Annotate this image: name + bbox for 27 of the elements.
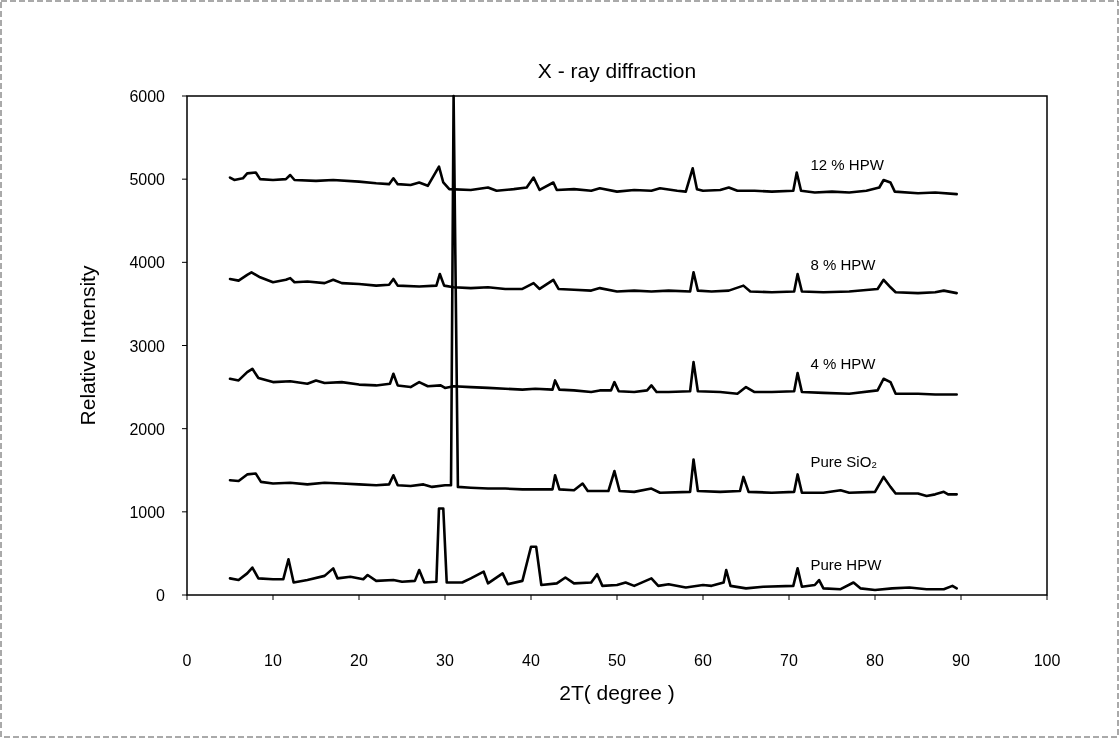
y-tick-label: 3000 bbox=[129, 337, 166, 355]
y-tick-label: 4000 bbox=[129, 254, 166, 272]
series-label: 4 % HPW bbox=[810, 354, 877, 372]
series-label: 8 % HPW bbox=[810, 255, 877, 273]
y-tick-label: 1000 bbox=[129, 503, 166, 521]
series-label: Pure SiO₂ bbox=[810, 452, 878, 470]
x-tick-label: 70 bbox=[780, 652, 798, 669]
series-label: Pure HPW bbox=[810, 556, 883, 574]
x-tick-label: 100 bbox=[1033, 652, 1061, 669]
x-tick-label: 30 bbox=[436, 652, 454, 669]
y-axis-title: Relative Intensity bbox=[76, 265, 99, 426]
x-tick-label: 0 bbox=[182, 652, 192, 669]
chart-title: X - ray diffraction bbox=[537, 59, 697, 82]
x-axis-title: 2T( degree ) bbox=[559, 681, 675, 704]
x-tick-label: 80 bbox=[866, 652, 884, 669]
y-tick-label: 0 bbox=[156, 587, 166, 604]
x-tick-label: 50 bbox=[608, 652, 626, 669]
x-tick-label: 10 bbox=[264, 652, 282, 669]
x-tick-label: 20 bbox=[350, 652, 368, 669]
line-series bbox=[228, 507, 958, 592]
y-tick-label: 6000 bbox=[129, 88, 166, 105]
y-tick-label: 5000 bbox=[129, 171, 166, 189]
y-tick-label: 2000 bbox=[129, 420, 166, 438]
x-tick-label: 40 bbox=[522, 652, 540, 669]
x-tick-label: 90 bbox=[952, 652, 970, 669]
series-label: 12 % HPW bbox=[810, 156, 885, 173]
x-tick-label: 60 bbox=[694, 652, 712, 669]
